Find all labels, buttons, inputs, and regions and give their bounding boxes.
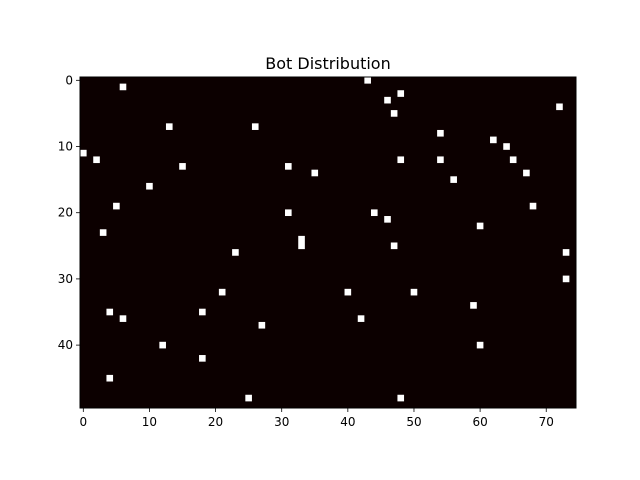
bot-cell [298, 235, 305, 243]
y-tick-label: 30 [58, 272, 73, 286]
x-tick-label: 70 [539, 415, 554, 429]
bot-cell [523, 169, 530, 177]
bot-cell [437, 156, 444, 164]
bot-cell [245, 394, 252, 402]
bot-cell [344, 288, 352, 296]
bot-cell [298, 242, 305, 250]
chart-title: Bot Distribution [265, 54, 390, 73]
bot-cell [113, 202, 120, 210]
bot-cell [232, 249, 239, 256]
bot-cell [106, 374, 114, 382]
bot-cell [370, 209, 378, 217]
x-tick-label: 10 [142, 415, 157, 429]
bot-cell [119, 83, 127, 91]
y-tick-label: 40 [58, 338, 73, 352]
bot-cell [199, 355, 206, 362]
bot-cell [390, 242, 398, 250]
bot-cell [106, 308, 114, 316]
bot-cell [390, 110, 398, 117]
x-tick-label: 60 [472, 415, 487, 429]
bot-cell [562, 275, 570, 283]
bot-cell [476, 222, 484, 230]
bot-cell [397, 90, 405, 97]
x-axis: 0 10 20 30 40 50 60 70 [79, 408, 554, 429]
bot-cell [490, 136, 497, 144]
bot-cell [364, 77, 371, 84]
y-axis: 0 10 20 30 40 [58, 73, 80, 352]
x-tick-label: 50 [406, 415, 421, 429]
x-tick-label: 0 [79, 415, 87, 429]
x-tick-label: 30 [274, 415, 289, 429]
bot-cell [397, 156, 405, 164]
bot-cell [450, 176, 457, 183]
bot-cell [93, 156, 100, 164]
bot-cell [119, 315, 127, 322]
bot-cells [80, 77, 570, 402]
bot-cell [218, 288, 226, 296]
bot-cell [384, 216, 391, 223]
bot-cell [384, 96, 391, 104]
bot-cell [165, 123, 173, 130]
plot-frame [79, 76, 577, 409]
bot-cell [251, 123, 259, 130]
bot-cell [470, 302, 477, 309]
bot-cell [146, 182, 153, 190]
x-tick-label: 20 [208, 415, 223, 429]
y-tick-label: 0 [65, 73, 73, 87]
bot-cell [357, 315, 365, 322]
bot-cell [509, 156, 517, 164]
bot-cell [159, 341, 166, 349]
bot-cell [410, 288, 418, 296]
x-tick-label: 40 [340, 415, 355, 429]
bot-cell [285, 163, 292, 170]
bot-cell [503, 143, 510, 150]
y-tick-label: 20 [58, 206, 73, 220]
bot-cell [258, 321, 266, 329]
bot-cell [562, 249, 570, 256]
bot-cell [199, 308, 206, 316]
bot-cell [311, 169, 319, 177]
bot-cell [476, 341, 484, 349]
bot-cell [437, 129, 444, 137]
plot-area [80, 77, 576, 408]
bot-cell [179, 163, 186, 170]
bot-cell [99, 229, 107, 236]
bot-cell [397, 394, 405, 402]
bot-cell [285, 209, 292, 217]
y-tick-label: 10 [58, 140, 73, 154]
bot-cell [80, 149, 87, 157]
bot-cell [529, 202, 537, 210]
bot-cell [556, 103, 563, 111]
